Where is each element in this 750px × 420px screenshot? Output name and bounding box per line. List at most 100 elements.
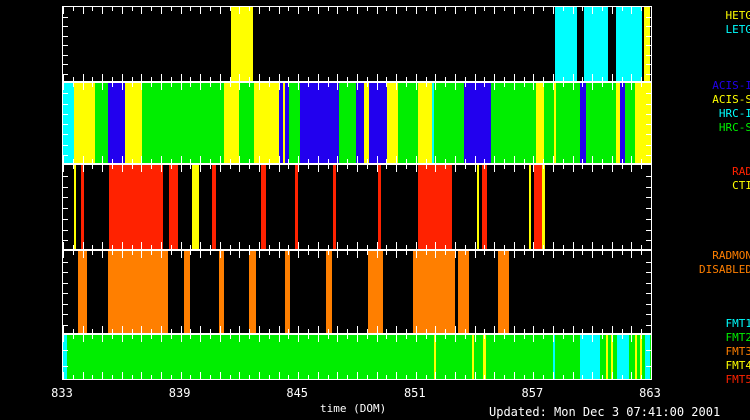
state-band-disabled bbox=[108, 251, 168, 333]
x-tick bbox=[425, 165, 427, 169]
x-tick bbox=[72, 77, 74, 81]
x-tick bbox=[288, 335, 290, 339]
x-tick bbox=[72, 83, 74, 87]
x-tick bbox=[435, 251, 437, 258]
legend-radmon: RADMON DISABLED bbox=[699, 250, 750, 278]
x-tick bbox=[239, 326, 241, 333]
x-tick bbox=[366, 159, 368, 163]
x-tick bbox=[386, 165, 388, 169]
x-tick bbox=[141, 156, 143, 163]
state-band-cti bbox=[528, 165, 532, 249]
x-tick bbox=[484, 83, 486, 87]
x-tick bbox=[641, 159, 643, 163]
x-tick bbox=[259, 372, 260, 379]
x-tick bbox=[102, 165, 104, 172]
state-band-acis-i bbox=[278, 83, 283, 163]
x-tick bbox=[327, 245, 329, 249]
x-tick bbox=[72, 7, 74, 11]
x-tick bbox=[572, 251, 574, 258]
legend-item-letg: LETG bbox=[725, 23, 750, 36]
panel-radiation[interactable] bbox=[62, 164, 652, 250]
x-tick bbox=[82, 372, 84, 379]
x-tick bbox=[484, 251, 486, 255]
x-tick bbox=[406, 245, 407, 249]
state-band-acis-s bbox=[553, 83, 556, 163]
x-tick bbox=[239, 372, 241, 379]
x-tick bbox=[533, 372, 535, 379]
x-tick bbox=[641, 77, 643, 81]
panel-radmon[interactable] bbox=[62, 250, 652, 334]
x-tick bbox=[562, 375, 564, 379]
x-tick bbox=[278, 165, 280, 172]
x-tick bbox=[229, 83, 231, 87]
x-tick bbox=[504, 245, 505, 249]
x-tick bbox=[533, 251, 535, 258]
state-band-fmt2 bbox=[642, 335, 646, 379]
state-band-fmt2 bbox=[637, 335, 641, 379]
x-tick bbox=[63, 74, 64, 81]
x-tick bbox=[161, 156, 162, 163]
x-tick bbox=[121, 335, 123, 342]
x-tick bbox=[602, 165, 603, 169]
x-tick bbox=[308, 245, 309, 249]
x-tick bbox=[151, 77, 153, 81]
y-tick bbox=[646, 208, 651, 209]
y-tick bbox=[646, 124, 651, 125]
x-tick bbox=[572, 372, 574, 379]
x-tick bbox=[572, 165, 574, 172]
x-tick bbox=[504, 335, 505, 339]
x-tick bbox=[63, 251, 64, 258]
legend-item-rad: RAD bbox=[732, 165, 750, 178]
x-tick bbox=[112, 7, 113, 11]
state-band-cti bbox=[192, 165, 200, 249]
x-tick bbox=[200, 7, 202, 14]
x-tick bbox=[415, 165, 417, 172]
x-tick bbox=[474, 156, 476, 163]
x-tick bbox=[386, 329, 388, 333]
x-tick bbox=[298, 156, 300, 163]
panel-gratings[interactable] bbox=[62, 6, 652, 82]
x-tick bbox=[376, 251, 378, 258]
panel-instrument[interactable] bbox=[62, 82, 652, 164]
x-tick bbox=[582, 375, 584, 379]
legend-item-fmt3: FMT3 bbox=[725, 345, 750, 358]
x-tick bbox=[484, 159, 486, 163]
x-tick bbox=[592, 74, 594, 81]
x-tick bbox=[386, 83, 388, 87]
state-band-hrc-s bbox=[239, 83, 255, 163]
x-tick bbox=[337, 74, 339, 81]
x-tick bbox=[219, 372, 221, 379]
x-tick bbox=[278, 156, 280, 163]
x-tick bbox=[504, 83, 505, 87]
x-tick bbox=[210, 165, 211, 169]
x-tick bbox=[268, 7, 270, 11]
x-tick bbox=[376, 74, 378, 81]
x-tick bbox=[63, 7, 64, 14]
state-band-acis-s bbox=[635, 83, 651, 163]
x-tick bbox=[347, 165, 349, 169]
x-tick bbox=[190, 335, 192, 339]
x-tick bbox=[611, 165, 613, 172]
x-tick bbox=[298, 335, 300, 342]
state-band-acis-i bbox=[619, 83, 625, 163]
state-band-fmt2 bbox=[436, 335, 472, 379]
x-tick bbox=[82, 335, 84, 342]
state-band-hrc-s bbox=[339, 83, 357, 163]
y-tick bbox=[646, 219, 651, 220]
x-tick bbox=[513, 251, 515, 258]
x-tick bbox=[288, 83, 290, 87]
x-tick bbox=[131, 7, 133, 11]
panel-gratings-plot-area bbox=[63, 7, 651, 81]
x-tick bbox=[180, 335, 182, 342]
panel-format[interactable] bbox=[62, 334, 652, 380]
x-tick bbox=[190, 7, 192, 11]
x-tick bbox=[200, 242, 202, 249]
x-tick bbox=[347, 245, 349, 249]
x-tick bbox=[474, 335, 476, 342]
x-tick bbox=[112, 375, 113, 379]
x-tick bbox=[72, 245, 74, 249]
state-band-fmt2 bbox=[612, 335, 617, 379]
x-tick bbox=[82, 242, 84, 249]
x-tick bbox=[435, 156, 437, 163]
x-tick bbox=[543, 7, 545, 11]
